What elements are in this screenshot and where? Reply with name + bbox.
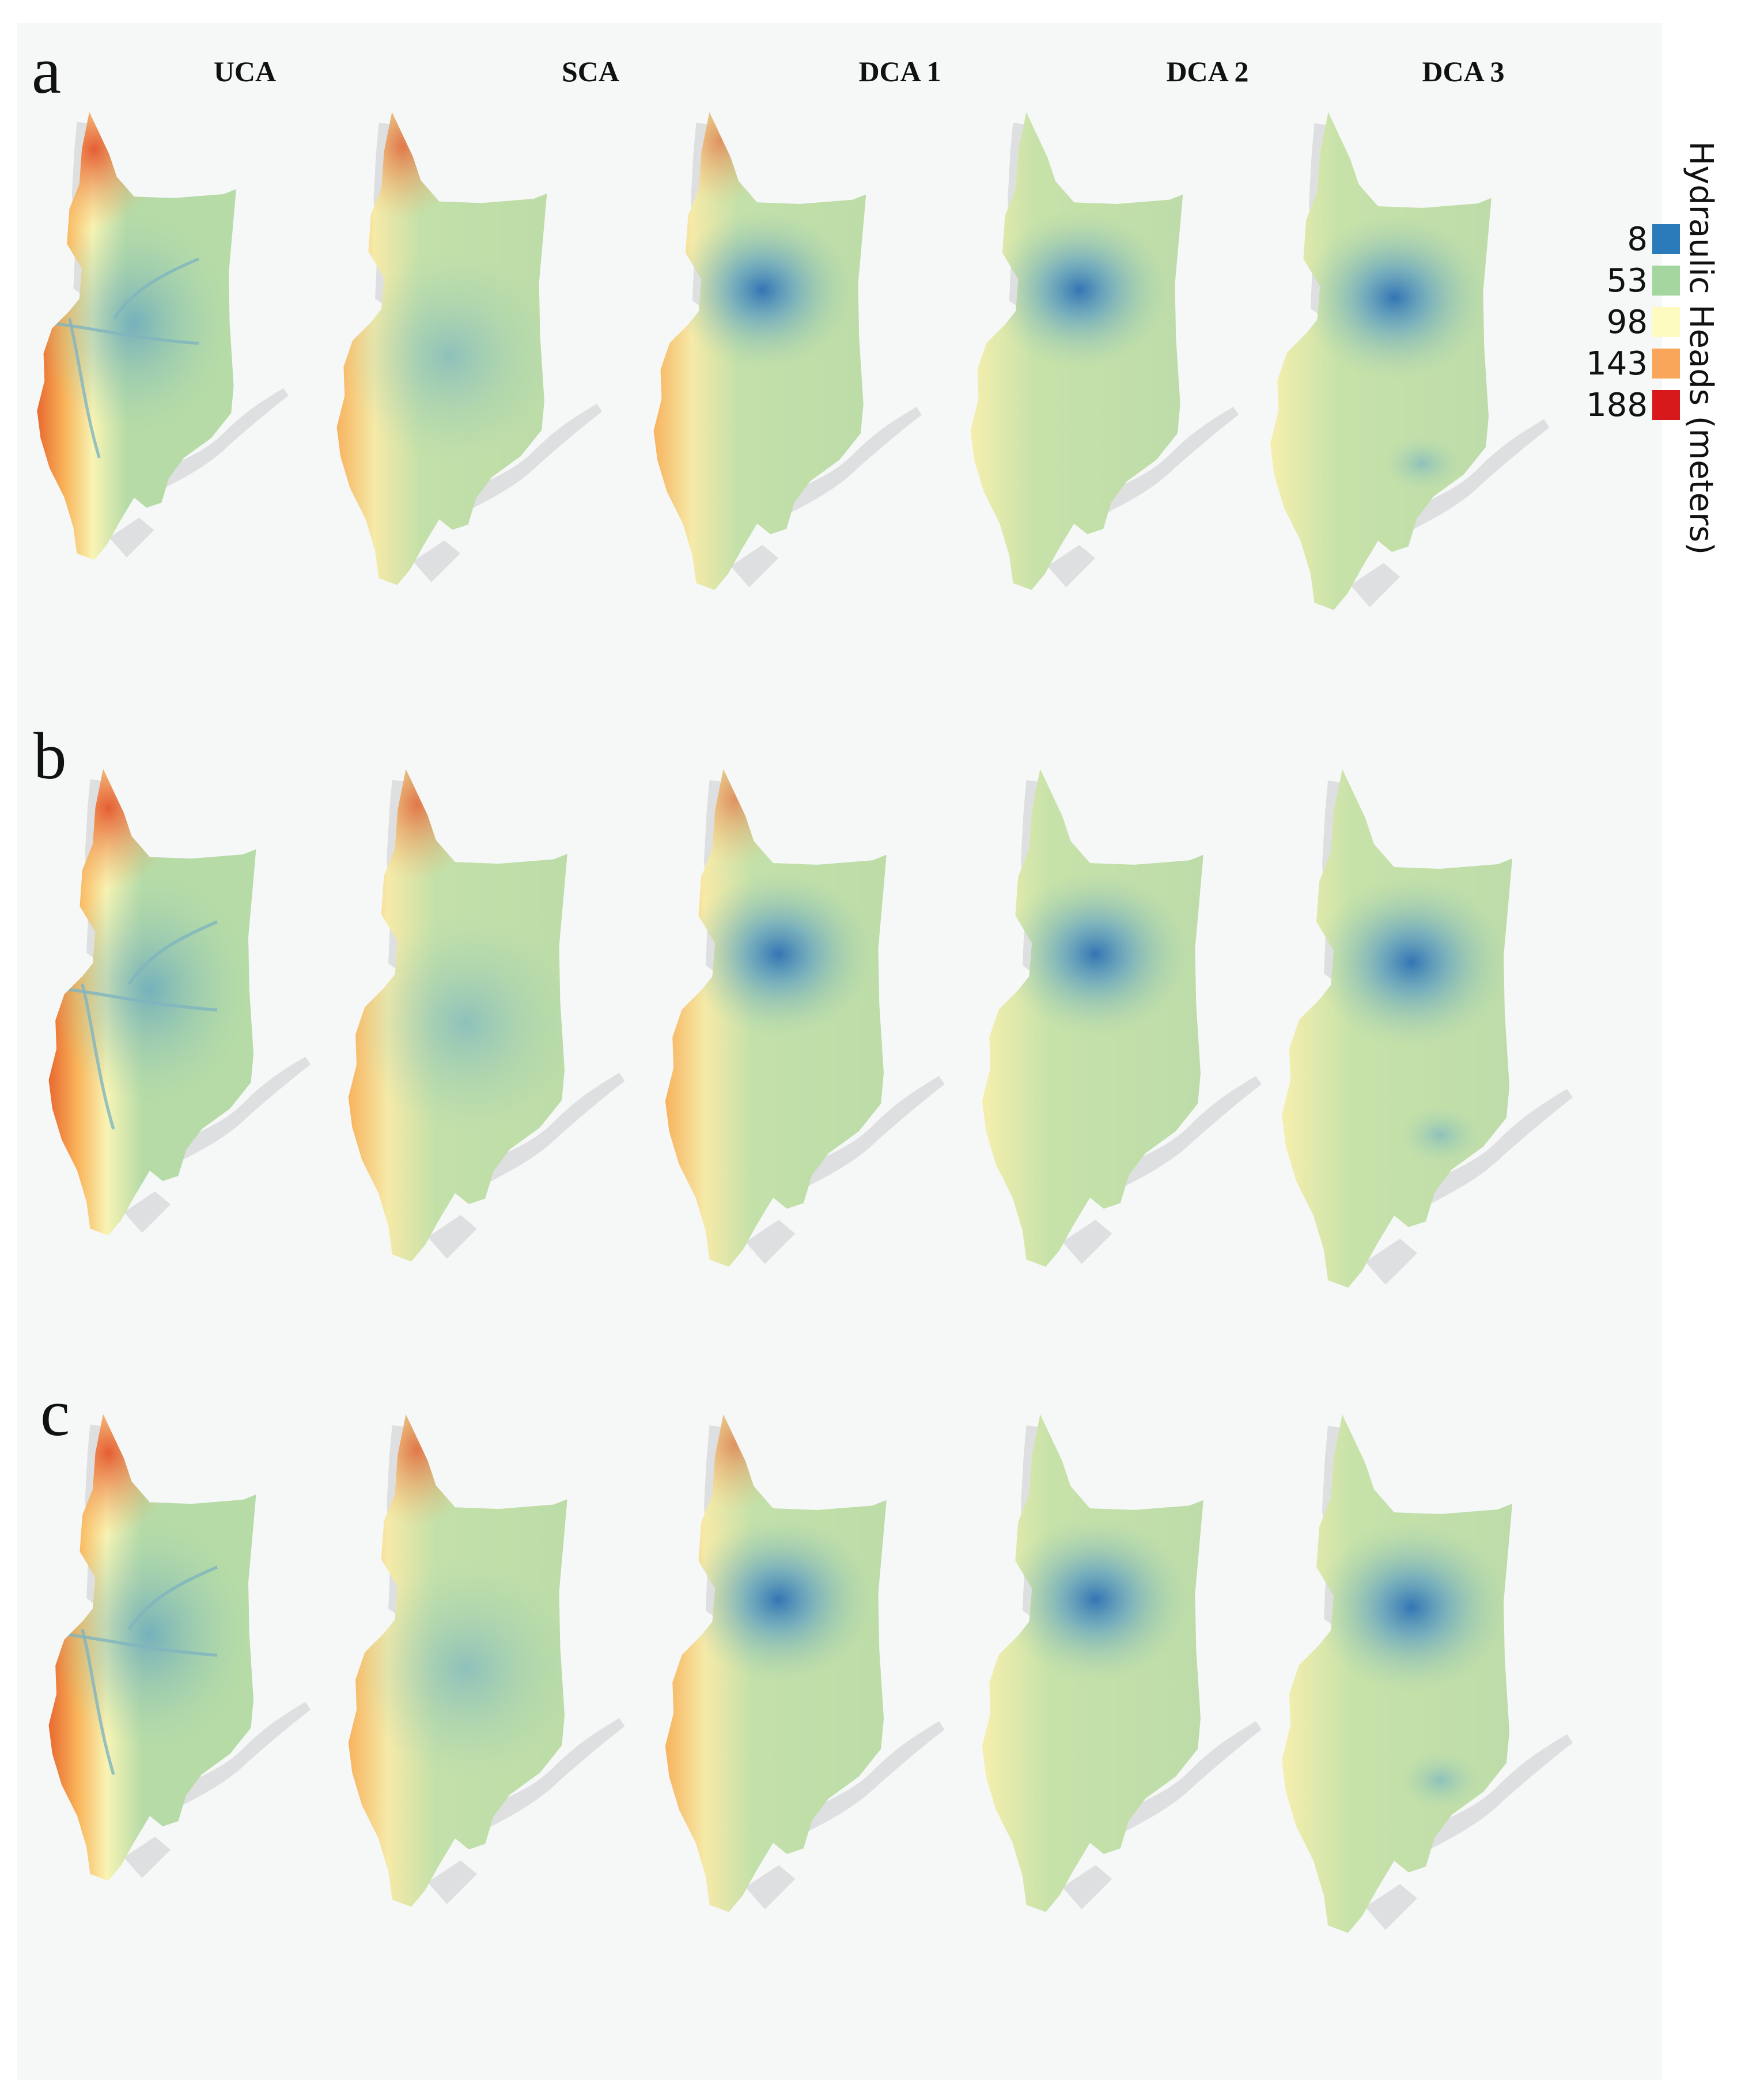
head-surface [1001,871,1190,1038]
map-panel-row-c-col-2 [348,1414,625,1907]
river-shape [730,544,779,588]
legend-value: 98 [1606,303,1648,341]
legend-swatch-red [1652,390,1680,420]
column-header-dca-3: DCA 3 [1422,55,1505,88]
legend-item-98: 98 [1555,303,1680,341]
river-shape [1062,1865,1112,1909]
river-shape [176,1702,311,1806]
river-shape [465,403,603,509]
legend-item-188: 188 [1555,386,1680,424]
river-shape [801,1076,945,1187]
head-surface [1001,1516,1190,1683]
river-shape [801,1721,945,1832]
river-shape [124,1837,171,1878]
map-panel-row-b-col-3 [665,769,945,1267]
river-shape [1406,419,1550,530]
map-panel-row-b-col-4 [982,769,1262,1267]
map-panel-row-c-col-1 [48,1414,311,1881]
river-shape [783,407,922,513]
row-label-c: c [40,1376,70,1450]
river-shape [1118,1721,1262,1832]
river-shape [482,1718,625,1827]
river-shape [745,1220,796,1264]
river-shape [745,1865,796,1909]
legend-value: 188 [1586,386,1648,424]
map-panel-row-a-col-2 [336,112,603,585]
river-shape [159,388,289,488]
river-shape [1423,1734,1573,1849]
head-surface [1300,214,1489,491]
river-shape [427,1860,477,1904]
river-shape [1100,407,1239,513]
river-shape [1118,1076,1262,1187]
head-surface [1314,876,1509,1164]
river-shape [1423,1089,1573,1204]
map-panel-row-c-col-5 [1282,1414,1573,1933]
legend-item-53: 53 [1555,262,1680,300]
legend-value: 53 [1606,262,1648,300]
head-surface [37,112,229,459]
column-header-dca-1: DCA 1 [858,55,941,88]
legend-swatch-orange [1652,349,1680,379]
map-panel-row-a-col-3 [653,112,922,591]
river-shape [1062,1220,1112,1264]
map-panel-row-c-col-3 [665,1414,945,1912]
head-surface [989,210,1170,370]
river-shape [124,1191,171,1233]
map-panel-row-c-col-4 [982,1414,1262,1912]
legend-title: Hydraulic Heads (meters) [1682,141,1720,555]
row-label-b: b [33,720,67,793]
legend-swatch-blue [1652,224,1680,254]
map-panel-row-a-col-1 [37,112,289,560]
legend-item-143: 143 [1555,345,1680,383]
river-shape [1047,544,1096,588]
map-panel-row-a-col-4 [970,112,1239,591]
river-shape [176,1057,311,1160]
map-panel-row-b-col-2 [348,769,625,1262]
map-panel-row-b-col-5 [1282,769,1573,1288]
legend-value: 8 [1627,220,1648,258]
river-shape [109,517,154,558]
head-surface [1314,1521,1509,1809]
legend-item-8: 8 [1555,220,1680,258]
column-header-dca-2: DCA 2 [1166,55,1249,88]
river-shape [1365,1884,1417,1930]
river-shape [1350,563,1400,607]
map-panel-row-a-col-5 [1270,112,1550,610]
river-shape [482,1073,625,1182]
river-shape [412,540,460,582]
legend-swatch-green [1652,266,1680,296]
legend-swatch-yellow [1652,307,1680,337]
column-header-sca: SCA [561,55,620,88]
river-shape [427,1215,477,1259]
row-label-a: a [32,34,62,107]
column-header-uca: UCA [213,55,277,88]
legend-value: 143 [1586,345,1648,383]
map-panel-row-b-col-1 [48,769,311,1236]
river-shape [1365,1239,1417,1285]
